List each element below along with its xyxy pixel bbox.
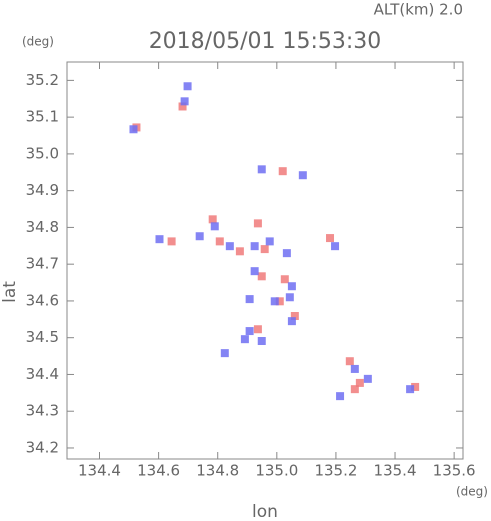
x-tick-label: 135.2 [314, 462, 357, 480]
x-axis-label: lon [252, 502, 278, 521]
echo-point [290, 312, 299, 321]
echo-point [178, 102, 187, 111]
y-tick-label: 34.9 [26, 181, 59, 199]
echo-point [215, 237, 224, 246]
echo-point [406, 385, 415, 394]
echo-point [275, 297, 284, 306]
altitude-label: ALT(km) 2.0 [374, 1, 463, 19]
echo-point [257, 272, 266, 281]
y-tick-label: 34.2 [26, 438, 59, 456]
x-tick-label: 134.8 [196, 462, 239, 480]
echo-point [257, 337, 266, 346]
echo-point [225, 242, 234, 251]
chart-title: 2018/05/01 15:53:30 [149, 29, 382, 54]
y-axis-label: lat [0, 281, 20, 303]
echo-point [355, 378, 364, 387]
y-tick-label: 35.1 [26, 108, 59, 126]
x-tick-label: 134.4 [78, 462, 121, 480]
x-tick-label: 135.4 [374, 462, 417, 480]
echo-point [363, 374, 372, 383]
echo-point [208, 215, 217, 224]
echo-point [260, 245, 269, 254]
echo-point [350, 385, 359, 394]
echo-point [350, 364, 359, 373]
x-unit: (deg) [456, 485, 488, 499]
y-tick-label: 35.0 [26, 144, 59, 162]
x-tick-label: 135.6 [433, 462, 476, 480]
y-tick-label: 34.7 [26, 255, 59, 273]
echo-point [240, 335, 249, 344]
echo-point [167, 237, 176, 246]
echo-point [336, 392, 345, 401]
echo-point [245, 295, 254, 304]
echo-point [210, 222, 219, 231]
echo-point [282, 249, 291, 258]
echo-point [253, 219, 262, 228]
echo-point [235, 247, 244, 256]
echo-point [298, 171, 307, 180]
x-tick-label: 135.0 [255, 462, 298, 480]
echo-point [326, 234, 335, 243]
echo-point [331, 242, 340, 251]
y-tick-label: 34.3 [26, 402, 59, 420]
y-tick-label: 34.5 [26, 328, 59, 346]
echo-point [183, 82, 192, 91]
echo-point [280, 275, 289, 284]
echo-point [250, 267, 259, 276]
echo-point [287, 317, 296, 326]
echo-point [265, 237, 274, 246]
plot-frame [66, 61, 464, 460]
echo-point [250, 242, 259, 251]
echo-point [257, 165, 266, 174]
echo-point [270, 297, 279, 306]
y-unit: (deg) [22, 35, 54, 49]
echo-point [129, 125, 138, 134]
y-tick-label: 35.2 [26, 71, 59, 89]
echo-point [155, 235, 164, 244]
echo-point [195, 232, 204, 241]
echo-point [220, 349, 229, 358]
echo-point [180, 97, 189, 106]
echo-point [285, 293, 294, 302]
y-tick-label: 34.8 [26, 218, 59, 236]
y-tick-label: 34.4 [26, 365, 59, 383]
echo-point [245, 327, 254, 336]
echo-point [278, 167, 287, 176]
echo-point [411, 382, 420, 391]
echo-point [345, 357, 354, 366]
echo-point [287, 282, 296, 291]
y-tick-label: 34.6 [26, 291, 59, 309]
echo-point [253, 325, 262, 334]
x-tick-label: 134.6 [137, 462, 180, 480]
